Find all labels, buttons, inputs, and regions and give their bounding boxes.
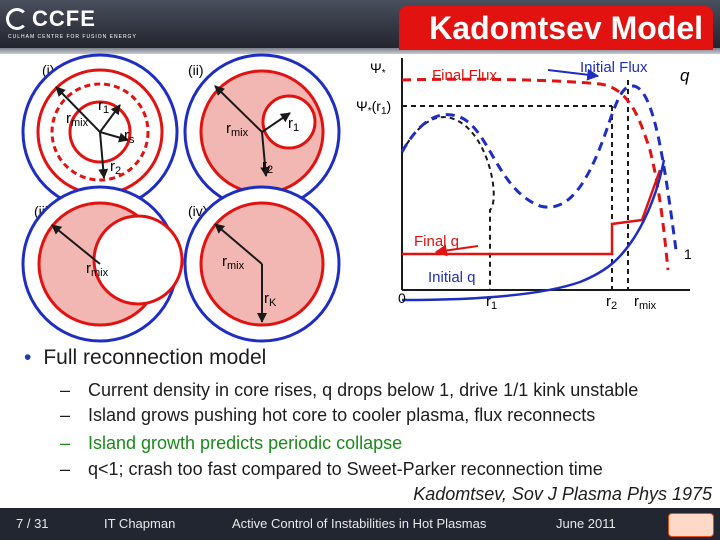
ccfe-badge-icon xyxy=(668,513,714,537)
plot-initial-q-label: Initial q xyxy=(428,269,476,286)
initial-flux-curve xyxy=(400,84,678,251)
flux-q-plot xyxy=(400,58,690,302)
label-r-mix-ii: rmix xyxy=(226,120,249,139)
sub-bullet-4: – q<1; crash too fast compared to Sweet-P… xyxy=(60,459,603,479)
plot-one-label: 1 xyxy=(684,246,692,262)
plot-q-label: q xyxy=(680,66,690,85)
sub-bullet-1: – Current density in core rises, q drops … xyxy=(60,380,639,400)
sub-bullet-2: – Island grows pushing hot core to cooler… xyxy=(60,405,596,425)
plot-psi-star: Ψ* xyxy=(370,60,386,79)
plot-tick-r1: r1 xyxy=(486,293,497,312)
plot-initial-flux-label: Initial Flux xyxy=(580,59,648,76)
label-r1-ii: r1 xyxy=(288,115,299,134)
footer-author: IT Chapman xyxy=(104,516,176,531)
plot-final-flux-label: Final Flux xyxy=(432,67,498,84)
final-flux-curve xyxy=(401,77,670,271)
panel-ii-label: (ii) xyxy=(188,62,204,78)
plot-tick-r2: r2 xyxy=(606,293,617,312)
panel-iv-diagram xyxy=(183,185,341,343)
panel-iii-diagram xyxy=(21,185,184,343)
slide-title: Kadomtsev Model xyxy=(429,10,703,46)
label-r-mix-iv: rmix xyxy=(222,253,245,272)
initial-q-curve xyxy=(401,159,666,302)
bullet-dot-icon: • xyxy=(24,346,32,369)
label-r-mix-i: rmix xyxy=(66,110,89,129)
label-r2-ii: r2 xyxy=(262,157,273,176)
main-bullet: • Full reconnection model xyxy=(24,346,267,369)
logo-text: CCFE xyxy=(32,6,96,31)
footer-talk-title: Active Control of Instabilities in Hot P… xyxy=(232,516,487,531)
ccfe-logo: CCFE CULHAM CENTRE FOR FUSION ENERGY xyxy=(6,6,136,46)
logo-tagline: CULHAM CENTRE FOR FUSION ENERGY xyxy=(8,34,137,40)
sub-bullet-3: – Island growth predicts periodic collaps… xyxy=(60,433,403,453)
label-rs-i: rs xyxy=(124,127,135,146)
header-divider xyxy=(0,48,720,54)
reference: Kadomtsev, Sov J Plasma Phys 1975 xyxy=(413,484,712,504)
page-number: 7 / 31 xyxy=(16,516,49,531)
label-rK-iv: rK xyxy=(264,290,277,309)
plot-final-q-label: Final q xyxy=(414,233,459,250)
slide-footer: 7 / 31 IT Chapman Active Control of Inst… xyxy=(0,508,720,540)
label-r2-i: r2 xyxy=(110,158,121,177)
footer-date: June 2011 xyxy=(556,516,616,531)
ccfe-logo-icon xyxy=(6,8,28,30)
plot-zero-label: 0 xyxy=(398,290,406,306)
title-box: Kadomtsev Model xyxy=(399,6,713,50)
label-r1-i: r1 xyxy=(98,97,109,116)
bullet-list: • Full reconnection model xyxy=(24,346,714,370)
plot-psi-star-r1: Ψ*(r1) xyxy=(356,98,391,117)
final-q-curve xyxy=(402,169,662,256)
plot-tick-rmix: rmix xyxy=(634,293,657,312)
label-r-mix-iii: rmix xyxy=(86,260,109,279)
